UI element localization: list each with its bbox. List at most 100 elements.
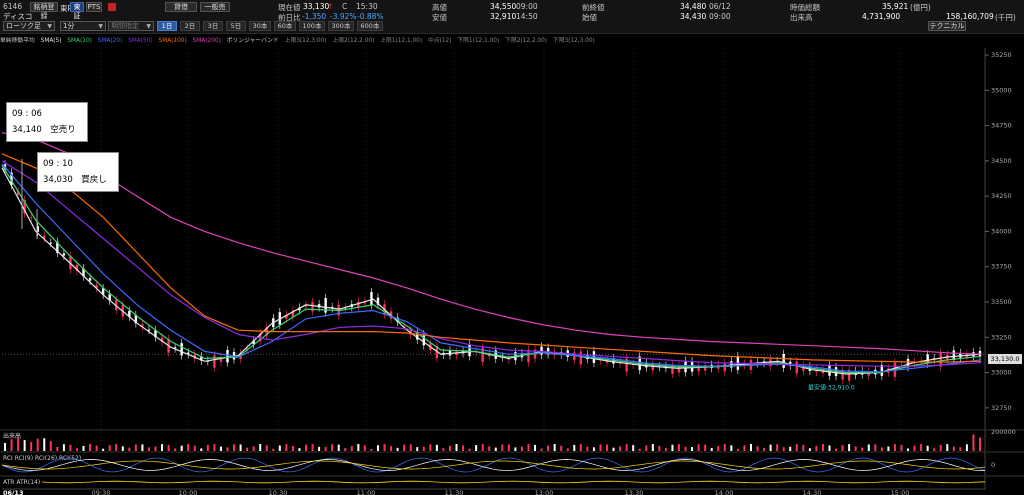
volume-bar xyxy=(180,445,183,451)
x-tick-label: 09:30 xyxy=(92,489,111,495)
volume-bar xyxy=(625,444,628,451)
volume-bar xyxy=(219,446,222,451)
candle-body xyxy=(56,241,59,253)
current-time: 15:30 xyxy=(356,2,378,11)
volume-bar xyxy=(376,445,379,451)
callout-text: 34,140 空売り xyxy=(12,125,76,135)
volume-bar xyxy=(547,445,550,451)
credit-button[interactable]: 貸借 xyxy=(165,2,197,12)
candle-body xyxy=(304,305,308,307)
volume-bar xyxy=(736,448,739,451)
price-chart[interactable]: 32750 33000 33250 33500 33750 34000 34250 34500… xyxy=(0,34,1024,495)
callout-text: 34,030 買戻し xyxy=(43,175,107,185)
volume-bar xyxy=(213,444,216,451)
candle-body xyxy=(147,329,151,331)
volume-bar xyxy=(108,445,111,451)
open-value: 34,430 xyxy=(680,12,707,21)
low-time: 14:50 xyxy=(516,12,538,21)
volume-bar xyxy=(102,448,105,451)
current-price-tag: 33,130.0 xyxy=(988,354,1022,364)
chart-type-select[interactable]: ローソク足 ▼ xyxy=(3,21,55,31)
candle-body xyxy=(402,326,406,328)
legend-1: SMA(5) xyxy=(40,38,62,44)
tf-3day[interactable]: 3日 xyxy=(203,21,223,31)
volume-bar xyxy=(435,444,438,451)
candle-body xyxy=(540,346,543,355)
candle-body xyxy=(128,310,131,317)
volume-bar xyxy=(691,447,694,451)
volume-bar xyxy=(23,440,26,451)
volume-bar xyxy=(920,444,923,451)
volume-bar xyxy=(841,445,844,451)
rci-line xyxy=(1,457,986,473)
candle-body xyxy=(579,351,583,365)
volume-bar xyxy=(854,446,857,451)
volume-bar xyxy=(95,445,98,451)
volume-bar xyxy=(560,445,563,451)
volume-bar xyxy=(383,444,386,451)
interval-select[interactable]: 1分 ▼ xyxy=(60,21,106,31)
market-cap-label: 時価総額 xyxy=(790,3,820,12)
tse-button[interactable]: 東証 xyxy=(70,2,84,20)
volume-bar xyxy=(520,446,523,451)
tf-5day[interactable]: 5日 xyxy=(226,21,246,31)
volume-bar xyxy=(43,438,46,451)
volume-bar xyxy=(874,444,877,451)
volume-bar xyxy=(527,444,530,451)
volume-bar xyxy=(147,447,150,451)
candle-body xyxy=(108,294,111,301)
candle-body xyxy=(697,365,700,372)
date-label: 06/13 xyxy=(3,489,23,495)
technical-button[interactable]: テクニカル xyxy=(928,21,966,31)
volume-bar xyxy=(704,444,707,451)
volume-bar xyxy=(540,448,543,451)
general-sell-button[interactable]: 一般売 xyxy=(200,2,230,12)
market-cap-unit: (億円) xyxy=(910,3,931,12)
candle-body xyxy=(841,370,844,380)
tf-600bars[interactable]: 600本 xyxy=(357,21,383,31)
tf-300bars[interactable]: 300本 xyxy=(328,21,354,31)
atr-panel-label: ATR ATR(14) xyxy=(3,479,40,486)
legend-5: SMA(100) xyxy=(158,38,187,44)
volume-bar xyxy=(730,445,733,451)
tf-100bars[interactable]: 100本 xyxy=(299,21,325,31)
tf-30bars[interactable]: 30本 xyxy=(249,21,271,31)
x-tick-label: 13:30 xyxy=(625,489,644,495)
volume-bar xyxy=(291,445,294,451)
volume-bar xyxy=(49,441,52,451)
volume-bar xyxy=(821,444,824,451)
candle-body xyxy=(259,333,262,342)
x-tick-label: 14:00 xyxy=(715,489,734,495)
volume-bar xyxy=(141,444,144,451)
indicator-select[interactable]: 期間指定 ▼ xyxy=(108,21,154,31)
legend-2: SMA(10) xyxy=(67,38,92,44)
chart-area[interactable]: 32750 33000 33250 33500 33750 34000 34250 34500… xyxy=(0,34,1024,495)
volume-bar xyxy=(82,445,85,451)
tf-1day[interactable]: 1日 xyxy=(157,21,177,31)
candle-body xyxy=(651,363,655,371)
quote-header: 6146 銘柄登録 東P 東証 PTS ディスコ 貸借 一般売 現在値 33,1… xyxy=(0,0,1024,34)
change-pct2: -0.88% xyxy=(357,12,384,21)
candle-body xyxy=(213,355,216,368)
candle-body xyxy=(154,330,157,338)
candle-body xyxy=(671,364,674,374)
volume-bar xyxy=(206,444,209,451)
tf-2day[interactable]: 2日 xyxy=(180,21,200,31)
volume-bar xyxy=(416,447,419,451)
volume-bar xyxy=(272,448,275,451)
volume-bar xyxy=(795,444,798,451)
candle-body xyxy=(29,217,33,219)
indicator-legend: 単純移動平均 SMA(5) SMA(10) SMA(20) SMA(50) SM… xyxy=(0,35,990,45)
volume-bar xyxy=(946,444,949,451)
tf-60bars[interactable]: 60本 xyxy=(274,21,296,31)
chart-background xyxy=(0,34,1024,495)
candle-body xyxy=(23,199,26,214)
volume-bar xyxy=(756,446,759,451)
alert-icon[interactable] xyxy=(108,3,116,11)
candle-body xyxy=(43,235,46,239)
legend-6: SMA(200) xyxy=(192,38,221,44)
volume-label: 出来高 xyxy=(790,13,813,22)
watch-button[interactable]: 銘柄登録 xyxy=(30,2,58,20)
pts-button[interactable]: PTS xyxy=(86,2,102,12)
change-pct: -3.92% xyxy=(330,12,357,21)
